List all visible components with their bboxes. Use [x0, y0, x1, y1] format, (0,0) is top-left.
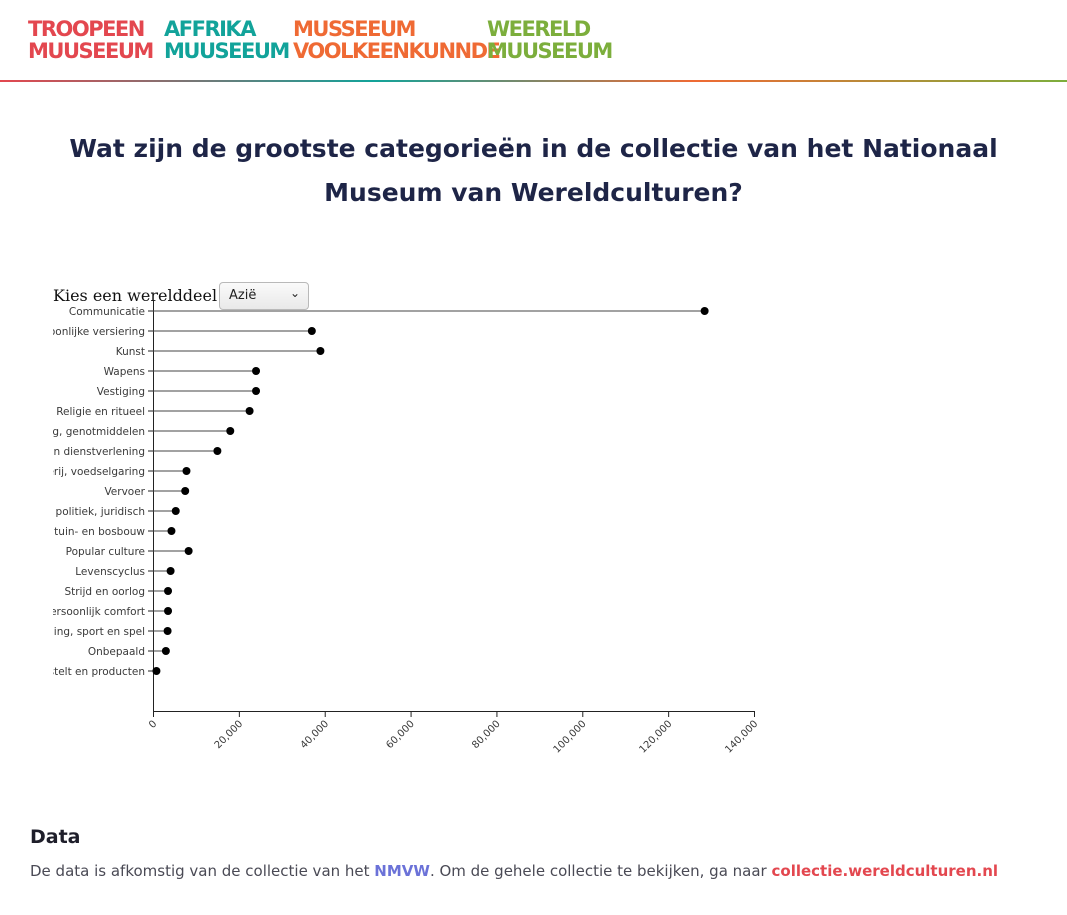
lollipop-point — [226, 427, 235, 435]
collection-site-link[interactable]: collectie.wereldculturen.nl — [771, 862, 999, 880]
afrika-museum-logo[interactable]: AFFRIKA MUUSEEUM — [164, 17, 290, 63]
y-tick-label: Persoonlijk comfort — [44, 606, 145, 618]
tropenmuseum-logo-line1: TROOPEEN — [28, 17, 145, 41]
y-tick-label: Kunst — [116, 346, 145, 358]
chevron-down-icon: ⌄ — [289, 286, 300, 300]
y-tick-label: Landbouw, veeteelt, jacht, visserij, voe… — [0, 466, 145, 478]
chart-container: Communicatie Persoonlijke versiering Kunst… — [0, 270, 1067, 770]
y-tick-label: Popular culture — [66, 546, 145, 558]
data-text-middle: . Om de gehele collectie te bekijken, ga… — [429, 862, 772, 880]
y-tick-label: Religie en ritueel — [56, 406, 145, 418]
x-tick-label: 100,000 — [552, 719, 589, 756]
lollipop-point — [182, 467, 191, 475]
museum-volkenkunde-logo-line2: VOOLKEENKUNNDE — [293, 39, 501, 63]
y-tick-label: Handel en dienstverlening — [7, 446, 145, 458]
data-text-before: De data is afkomstig van de collectie va… — [30, 862, 375, 880]
y-tick-label: Wapens — [104, 366, 145, 378]
lollipop-point — [307, 327, 316, 335]
y-tick-label: Sociaal, politiek, juridisch — [11, 506, 145, 518]
lollipop-point — [152, 667, 161, 675]
x-tick-label: 20,000 — [213, 719, 246, 752]
y-tick-label: Vervoer — [104, 486, 145, 498]
site-header: TROOPEEN MUUSEEUM AFFRIKA MUUSEEUM MUSSE… — [0, 0, 1067, 82]
y-tick-label: Persoonlijke versiering — [27, 326, 145, 338]
lollipop-point — [164, 587, 173, 595]
lollipop-point — [252, 367, 261, 375]
page-title: Wat zijn de grootste categorieën in de c… — [69, 134, 998, 207]
tropenmuseum-logo-line2: MUUSEEUM — [28, 39, 154, 63]
lollipop-point — [171, 507, 180, 515]
afrika-museum-logo-line1: AFFRIKA — [164, 17, 256, 41]
continent-select[interactable]: Azië ⌄ — [219, 282, 309, 310]
lollipop-point — [245, 407, 254, 415]
continent-select-value: Azië — [229, 288, 257, 303]
wereldmuseum-logo-line1: WEERELD — [487, 17, 591, 41]
lollipop-chart: Communicatie Persoonlijke versiering Kunst… — [0, 301, 760, 756]
lollipop-point — [184, 547, 193, 555]
lollipop-point — [166, 567, 175, 575]
data-source-text: De data is afkomstig van de collectie va… — [30, 862, 1060, 880]
lollipop-point — [164, 607, 173, 615]
lollipop-point — [163, 627, 172, 635]
lollipop-point — [252, 387, 261, 395]
x-tick-label: 80,000 — [470, 719, 503, 752]
y-tick-label: Land-, tuin- en bosbouw — [18, 526, 145, 538]
y-tick-label: Levenscyclus — [75, 566, 145, 578]
y-tick-label: Onbepaald — [88, 646, 145, 658]
x-tick-label: 60,000 — [384, 719, 417, 752]
x-tick-label: 40,000 — [299, 719, 332, 752]
lollipop-point — [181, 487, 190, 495]
y-tick-label: Vestiging — [97, 386, 145, 398]
data-heading: Data — [30, 826, 81, 848]
y-tick-label: Strijd en oorlog — [64, 586, 145, 598]
lollipop-point — [316, 347, 325, 355]
museum-volkenkunde-logo[interactable]: MUSSEEUM VOOLKEENKUNNDE — [293, 17, 501, 63]
y-tick-label: Ontspanning, sport en spel — [3, 626, 145, 638]
header-divider — [0, 80, 1067, 82]
museum-volkenkunde-logo-line1: MUSSEEUM — [293, 17, 416, 41]
x-tick-label: 0 — [147, 719, 159, 731]
y-tick-label: Communicatie — [69, 306, 145, 318]
lollipop-point — [161, 647, 170, 655]
lollipop-point — [700, 307, 709, 315]
lollipop-point — [213, 447, 222, 455]
lollipop-point — [167, 527, 176, 535]
x-tick-label: 140,000 — [723, 719, 760, 756]
y-tick-label: Materiaal, gereedschap, gestelt en produ… — [0, 666, 145, 678]
x-tick-label: 120,000 — [637, 719, 674, 756]
wereldmuseum-logo-line2: MUUSEEUM — [487, 39, 613, 63]
y-tick-label: Voeding, genotmiddelen — [17, 426, 145, 438]
afrika-museum-logo-line2: MUUSEEUM — [164, 39, 290, 63]
wereldmuseum-logo[interactable]: WEERELD MUUSEEUM — [487, 17, 613, 63]
tropenmuseum-logo[interactable]: TROOPEEN MUUSEEUM — [28, 17, 154, 63]
continent-selector-label: Kies een werelddeel — [53, 286, 218, 305]
nmvw-link[interactable]: NMVW — [374, 862, 430, 880]
